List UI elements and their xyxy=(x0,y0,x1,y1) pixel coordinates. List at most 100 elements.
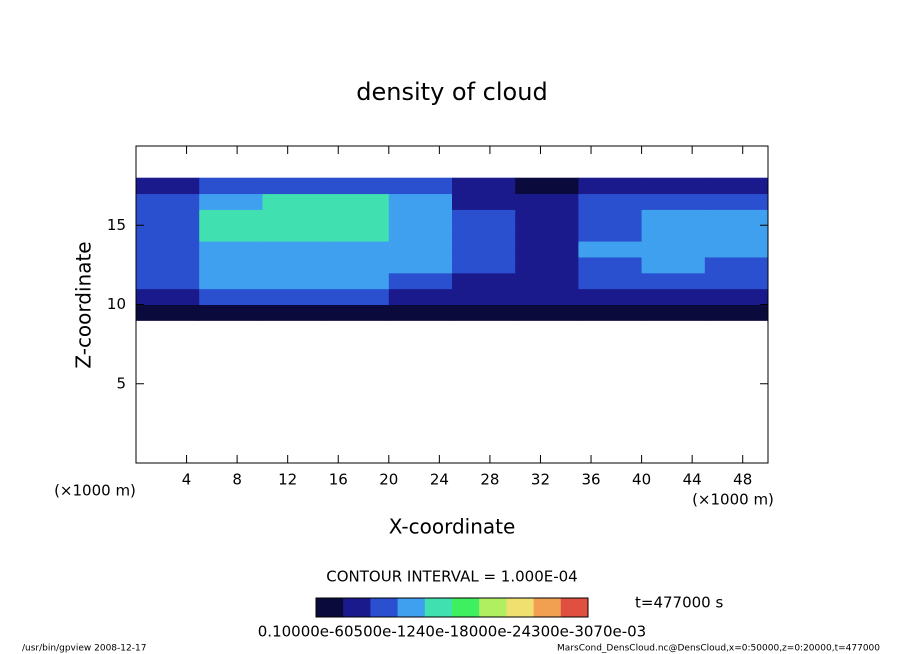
heat-cell xyxy=(199,256,263,274)
heat-cell xyxy=(388,288,453,305)
heat-cell xyxy=(641,304,706,321)
heat-cell xyxy=(452,288,516,305)
heat-cell xyxy=(199,225,263,242)
heat-cell xyxy=(325,241,390,258)
heat-cell xyxy=(704,177,769,195)
time-note: t=477000 s xyxy=(635,594,723,612)
heat-cell xyxy=(452,193,516,210)
heat-cell xyxy=(515,241,579,258)
heat-cell xyxy=(578,225,643,242)
x-tick-label: 28 xyxy=(480,471,499,489)
heat-cell xyxy=(641,177,706,195)
heat-cell xyxy=(199,272,263,290)
x-tick-label: 36 xyxy=(581,471,600,489)
colorbar-swatch xyxy=(316,598,344,617)
x-tick-label: 24 xyxy=(430,471,449,489)
footer-left: /usr/bin/gpview 2008-12-17 xyxy=(22,644,146,654)
x-tick-label: 20 xyxy=(379,471,398,489)
heat-cell xyxy=(641,193,706,210)
heat-cell xyxy=(641,272,706,290)
x-tick-label: 8 xyxy=(232,471,242,489)
heat-cell xyxy=(578,241,643,258)
heat-cell xyxy=(704,256,769,274)
heat-cell xyxy=(452,177,516,195)
colorbar-swatch xyxy=(506,598,535,617)
heat-cell xyxy=(262,177,327,195)
y-tick-label: 10 xyxy=(107,295,126,313)
colorbar-swatch xyxy=(479,598,507,617)
heat-cell xyxy=(262,256,327,274)
heat-cell xyxy=(388,241,453,258)
heat-cell xyxy=(388,209,453,226)
heat-cell xyxy=(641,225,706,242)
heat-cell xyxy=(199,241,263,258)
chart-title: density of cloud xyxy=(356,78,547,106)
colorbar-swatch xyxy=(397,598,426,617)
heat-cell xyxy=(136,304,200,321)
heat-cell xyxy=(136,193,200,210)
y-unit: (×1000 m) xyxy=(54,482,136,500)
heat-cell xyxy=(578,256,643,274)
heat-cell xyxy=(704,288,769,305)
heat-cell xyxy=(641,209,706,226)
heat-cell xyxy=(452,304,516,321)
heat-cell xyxy=(388,193,453,210)
heat-cell xyxy=(136,241,200,258)
heat-cell xyxy=(515,193,579,210)
heat-cell xyxy=(515,225,579,242)
heat-cell xyxy=(388,272,453,290)
x-tick-label: 4 xyxy=(182,471,192,489)
heat-cell xyxy=(262,225,327,242)
heat-cell xyxy=(136,272,200,290)
colorbar-swatch xyxy=(452,598,480,617)
colorbar-swatch xyxy=(370,598,399,617)
heat-cell xyxy=(578,272,643,290)
heat-cell xyxy=(452,272,516,290)
heat-cell xyxy=(325,193,390,210)
heat-cell xyxy=(388,225,453,242)
x-tick-label: 48 xyxy=(733,471,752,489)
colorbar-frame xyxy=(315,597,589,618)
heat-cell xyxy=(578,193,643,210)
heat-cell xyxy=(262,272,327,290)
heat-cell xyxy=(325,225,390,242)
heat-cell xyxy=(578,288,643,305)
heat-cell xyxy=(515,304,579,321)
heat-cell xyxy=(199,304,263,321)
heat-cell xyxy=(262,241,327,258)
colorbar-swatch xyxy=(560,598,589,617)
heat-cell xyxy=(388,304,453,321)
heat-cell xyxy=(452,209,516,226)
heat-cell xyxy=(388,177,453,195)
x-tick-label: 16 xyxy=(329,471,348,489)
heat-cell xyxy=(704,272,769,290)
heat-cell xyxy=(136,225,200,242)
heat-cell xyxy=(641,241,706,258)
heat-cell xyxy=(452,256,516,274)
heat-cell xyxy=(641,256,706,274)
y-axis-label: Z-coordinate xyxy=(72,241,96,368)
footer-right: MarsCond_DensCloud.nc@DensCloud,x=0:5000… xyxy=(557,644,880,654)
heat-cell xyxy=(136,256,200,274)
heat-cell xyxy=(515,209,579,226)
heat-cell xyxy=(325,177,390,195)
colorbar-swatch xyxy=(424,598,453,617)
heat-cell xyxy=(199,177,263,195)
y-tick-label: 5 xyxy=(116,374,126,392)
heat-cell xyxy=(136,288,200,305)
heat-cell xyxy=(136,209,200,226)
heat-cell xyxy=(578,209,643,226)
heat-cell xyxy=(325,256,390,274)
heat-cell xyxy=(578,177,643,195)
heat-cell xyxy=(199,209,263,226)
colorbar-labels: 0.10000e-60500e-1240e-18000e-24300e-3070… xyxy=(258,623,646,641)
heat-cell xyxy=(704,241,769,258)
colorbar-swatch xyxy=(533,598,562,617)
heat-cell xyxy=(641,288,706,305)
heat-cell xyxy=(704,304,769,321)
heat-cell xyxy=(325,209,390,226)
x-tick-label: 44 xyxy=(683,471,702,489)
heat-cell xyxy=(578,304,643,321)
x-tick-label: 32 xyxy=(531,471,550,489)
heat-cell xyxy=(515,272,579,290)
